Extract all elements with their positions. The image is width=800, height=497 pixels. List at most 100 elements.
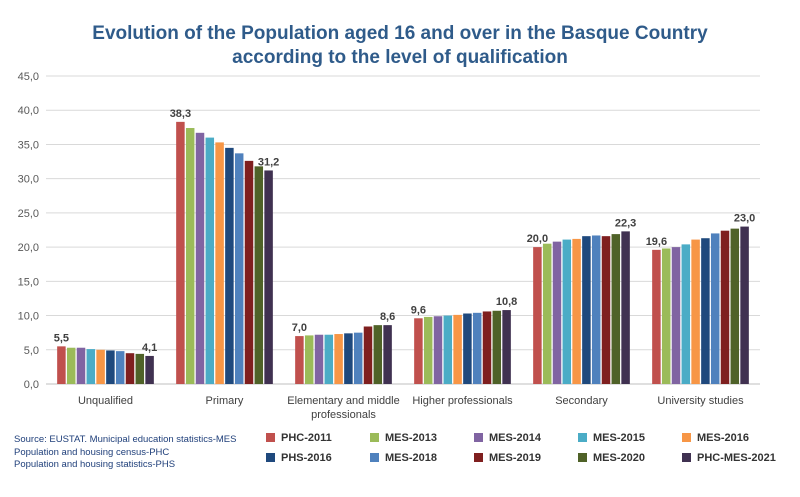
bar <box>254 166 264 384</box>
legend-item: PHC-2011 <box>266 432 332 444</box>
bar <box>344 333 353 384</box>
data-label: 20,0 <box>527 233 548 245</box>
y-tick-label: 0,0 <box>24 379 39 391</box>
legend-label: MES-2020 <box>593 452 645 464</box>
bar <box>562 239 572 384</box>
bar <box>611 234 621 384</box>
legend-label: MES-2014 <box>489 432 541 444</box>
y-axis: 0,0 5,0 10,0 15,0 20,0 25,0 30,0 35,0 40,0 45,0 <box>18 71 760 391</box>
bar <box>96 349 105 384</box>
bar <box>76 347 86 384</box>
bar <box>66 347 76 384</box>
bar <box>225 147 234 384</box>
x-tick-label: professionals <box>311 409 376 421</box>
legend-swatch <box>682 433 691 442</box>
y-tick-label: 25,0 <box>18 208 39 220</box>
bar <box>502 310 511 384</box>
data-label: 19,6 <box>646 236 667 248</box>
data-label: 7,0 <box>292 322 307 334</box>
bar <box>57 346 66 384</box>
legend-item: MES-2014 <box>474 432 541 444</box>
source-line-3: Population and housing statistics-PHS <box>14 459 176 470</box>
source-line-2: Population and housing census-PHC <box>14 446 170 458</box>
data-label: 4,1 <box>142 342 157 354</box>
legend-item: MES-2013 <box>370 432 437 444</box>
legend-swatch <box>682 453 691 462</box>
bar <box>433 316 443 384</box>
bar <box>740 226 749 384</box>
legend-label: MES-2016 <box>697 432 749 444</box>
legend-label: MES-2013 <box>385 432 437 444</box>
legend-swatch <box>578 453 587 462</box>
bar <box>582 236 591 384</box>
y-tick-label: 40,0 <box>18 105 39 117</box>
bar <box>234 153 244 384</box>
bar <box>363 326 373 384</box>
legend-item: MES-2018 <box>370 452 437 464</box>
bar <box>601 236 611 384</box>
bar <box>652 249 661 384</box>
y-tick-label: 10,0 <box>18 311 39 323</box>
legend-label: MES-2015 <box>593 432 645 444</box>
bar <box>453 314 462 384</box>
legend-swatch <box>266 453 275 462</box>
data-label: 22,3 <box>615 217 636 229</box>
bar <box>314 334 324 384</box>
bar <box>295 336 304 384</box>
legend-swatch <box>474 433 483 442</box>
bar <box>552 241 562 384</box>
data-label: 31,2 <box>258 156 279 168</box>
bar <box>125 353 135 384</box>
bar <box>86 349 96 384</box>
bar <box>710 233 720 384</box>
bar <box>215 142 224 384</box>
bar <box>621 231 630 384</box>
bar <box>661 248 671 384</box>
bar <box>423 316 433 384</box>
x-tick-label: Secondary <box>555 395 608 407</box>
bar <box>145 355 154 384</box>
data-label: 8,6 <box>380 311 395 323</box>
legend-label: MES-2018 <box>385 452 437 464</box>
bar <box>443 315 453 384</box>
bar <box>195 132 205 384</box>
bar <box>383 325 392 384</box>
legend-item: MES-2020 <box>578 452 645 464</box>
bar <box>135 353 145 384</box>
bar <box>373 325 383 384</box>
legend-item: MES-2019 <box>474 452 541 464</box>
legend-label: PHC-2011 <box>281 432 332 444</box>
x-tick-label: Elementary and middle <box>287 395 400 407</box>
bar <box>482 311 492 384</box>
source-note: Source: EUSTAT. Municipal education stat… <box>14 434 236 472</box>
bar <box>671 247 681 384</box>
y-tick-label: 15,0 <box>18 276 39 288</box>
x-axis: Unqualified Primary Elementary and middle p… <box>78 395 744 421</box>
bar <box>106 350 115 384</box>
legend-swatch <box>266 433 275 442</box>
legend-item: MES-2016 <box>682 432 749 444</box>
legend-swatch <box>370 453 379 462</box>
data-label: 5,5 <box>54 332 69 344</box>
y-tick-label: 45,0 <box>18 71 39 83</box>
y-tick-label: 20,0 <box>18 242 39 254</box>
bar <box>591 235 601 384</box>
legend-label: PHC-MES-2021 <box>697 452 776 464</box>
x-tick-label: Unqualified <box>78 395 133 407</box>
bar <box>463 313 472 384</box>
bar <box>324 334 334 384</box>
x-tick-label: Higher professionals <box>412 395 513 407</box>
bar <box>533 247 542 384</box>
gridlines <box>46 75 760 351</box>
bar <box>185 128 195 384</box>
bar <box>691 239 700 384</box>
data-label: 10,8 <box>496 296 517 308</box>
bar <box>353 332 363 384</box>
legend-item: MES-2015 <box>578 432 645 444</box>
legend-label: MES-2019 <box>489 452 541 464</box>
chart-title-line-1: Evolution of the Population aged 16 and … <box>92 23 708 44</box>
bar <box>176 121 185 384</box>
data-label: 9,6 <box>411 304 426 316</box>
bar <box>264 170 273 384</box>
